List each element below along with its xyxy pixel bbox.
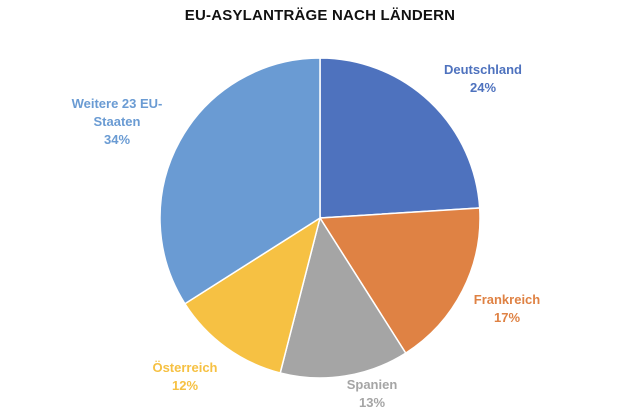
pie-slice-spanien <box>279 216 407 379</box>
data-label-deutschland: Deutschland 24% <box>444 62 522 95</box>
data-label-value: 34% <box>104 132 130 147</box>
data-label-name: Weitere 23 EU- <box>72 96 163 111</box>
data-label-name: Staaten <box>94 114 141 129</box>
pie-slice-deutschland <box>319 57 481 219</box>
chart-title: EU-ASYLANTRÄGE NACH LÄNDERN <box>185 7 455 24</box>
data-label-name: Österreich <box>152 360 217 375</box>
data-label-name: Deutschland <box>444 62 522 77</box>
pie-slice-weitere-23-eu-staaten <box>159 57 321 305</box>
data-label-value: 17% <box>494 310 520 325</box>
data-label-name: Spanien <box>347 377 398 392</box>
data-label-österreich: Österreich 12% <box>152 360 217 393</box>
data-label-value: 13% <box>359 395 385 410</box>
data-label-value: 12% <box>172 378 198 393</box>
data-label-weitere-23-eu-staaten: Weitere 23 EU- Staaten 34% <box>72 96 163 147</box>
pie-slice-österreich <box>183 216 322 374</box>
data-label-spanien: Spanien 13% <box>347 377 398 410</box>
data-label-name: Frankreich <box>474 292 541 307</box>
data-label-value: 24% <box>470 80 496 95</box>
data-label-frankreich: Frankreich 17% <box>474 292 541 325</box>
pie-slice-frankreich <box>318 207 481 355</box>
pie-labels: Deutschland 24% Frankreich 17% Spanien 13% Öst… <box>72 62 541 410</box>
pie-slices <box>159 57 481 379</box>
